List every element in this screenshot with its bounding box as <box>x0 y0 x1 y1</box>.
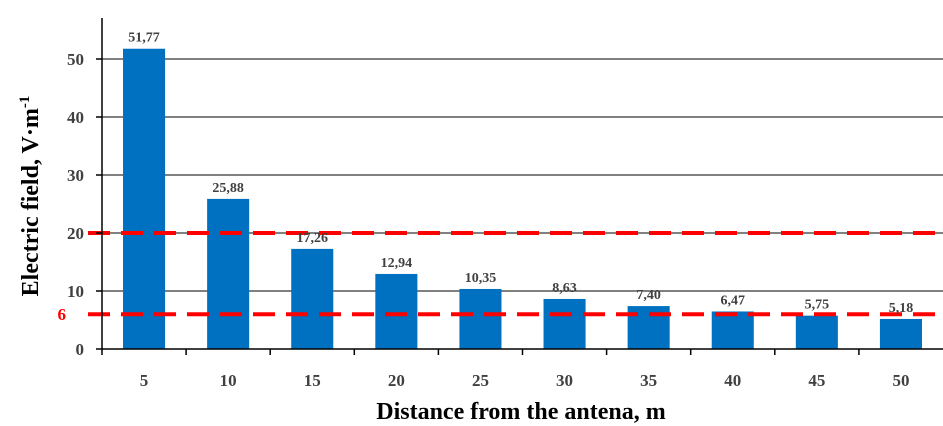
y-tick-label-0: 0 <box>76 340 85 359</box>
bar-45 <box>795 315 838 349</box>
x-axis-title: Distance from the antena, m <box>376 399 666 425</box>
x-tick-label-5: 5 <box>140 371 149 390</box>
bar-50 <box>879 318 922 349</box>
x-tick-label-40: 40 <box>724 371 741 390</box>
x-tick-label-15: 15 <box>304 371 321 390</box>
y-tick-label-10: 10 <box>67 282 84 301</box>
x-tick-label-10: 10 <box>220 371 237 390</box>
x-tick-label-45: 45 <box>808 371 825 390</box>
bars <box>123 48 922 349</box>
x-tick-label-25: 25 <box>472 371 489 390</box>
data-label-35: 7,40 <box>636 288 661 303</box>
data-label-45: 5,75 <box>805 298 830 313</box>
data-label-5: 51,77 <box>128 31 160 46</box>
bar-15 <box>291 248 334 349</box>
y-tick-label-20: 20 <box>67 224 84 243</box>
bar-5 <box>123 48 166 349</box>
bar-10 <box>207 198 250 349</box>
data-label-25: 10,35 <box>465 271 497 286</box>
data-label-15: 17,26 <box>297 231 329 246</box>
data-label-20: 12,94 <box>381 256 413 271</box>
y-tick-label-50: 50 <box>67 50 84 69</box>
bar-20 <box>375 273 418 349</box>
x-tick-label-20: 20 <box>388 371 405 390</box>
y-axis-title-superscript: -1 <box>17 96 33 109</box>
y-axis-title: Electric field, V·m-1 <box>17 96 44 297</box>
x-tick-label-35: 35 <box>640 371 657 390</box>
reference-lines: 6 <box>58 231 943 324</box>
data-label-50: 5,18 <box>889 301 914 316</box>
data-label-30: 8,63 <box>552 281 577 296</box>
y-tick-label-30: 30 <box>67 166 84 185</box>
x-tick-label-50: 50 <box>892 371 909 390</box>
y-axis-title-text: Electric field, V·m <box>18 108 44 296</box>
data-labels: 51,77 25,88 17,26 12,94 10,35 8,63 7,40 6,47 5,7… <box>128 31 913 316</box>
bar-25 <box>459 288 502 349</box>
y-tick-label-40: 40 <box>67 108 84 127</box>
y-tick-labels: 0 10 20 30 40 50 <box>67 50 84 359</box>
reference-label-6: 6 <box>58 305 67 324</box>
bar-30 <box>543 298 586 349</box>
bar-40 <box>711 311 754 349</box>
data-label-10: 25,88 <box>212 181 244 196</box>
x-tick-label-30: 30 <box>556 371 573 390</box>
axes <box>96 18 943 355</box>
data-label-40: 6,47 <box>721 293 746 308</box>
x-tick-labels: 5 10 15 20 25 30 35 40 45 50 <box>140 371 910 390</box>
